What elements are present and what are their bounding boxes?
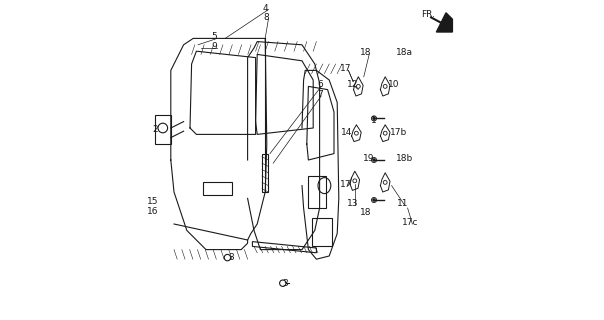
Text: 3: 3 <box>283 279 288 288</box>
Polygon shape <box>437 13 452 32</box>
Text: 18a: 18a <box>396 48 413 57</box>
Text: 5: 5 <box>211 32 217 41</box>
Text: 2: 2 <box>152 125 158 134</box>
Text: 4: 4 <box>263 4 269 12</box>
Bar <box>312 218 332 246</box>
Text: 9: 9 <box>211 42 217 51</box>
Circle shape <box>373 117 375 120</box>
Text: 3: 3 <box>228 253 234 262</box>
Text: 17b: 17b <box>390 128 407 137</box>
Text: 19: 19 <box>363 154 374 163</box>
Bar <box>203 182 231 195</box>
Text: FR.: FR. <box>422 10 435 19</box>
Text: 17: 17 <box>341 64 352 73</box>
Circle shape <box>373 199 375 201</box>
Circle shape <box>371 116 376 121</box>
Bar <box>309 176 326 208</box>
Text: 11: 11 <box>397 199 409 208</box>
Circle shape <box>371 157 376 163</box>
Text: 8: 8 <box>263 13 269 22</box>
Text: 18: 18 <box>360 48 371 57</box>
Text: 17: 17 <box>340 180 352 188</box>
Text: 16: 16 <box>147 207 158 216</box>
Circle shape <box>373 159 375 161</box>
Text: 6: 6 <box>318 80 323 89</box>
Bar <box>155 115 171 144</box>
Circle shape <box>371 197 376 203</box>
Text: 15: 15 <box>147 197 158 206</box>
Text: 17c: 17c <box>402 218 419 227</box>
Text: 14: 14 <box>341 128 353 137</box>
Text: 12: 12 <box>347 80 358 89</box>
Text: 18b: 18b <box>396 154 413 163</box>
Text: 10: 10 <box>388 80 400 89</box>
Text: 1: 1 <box>371 116 376 124</box>
Text: 18: 18 <box>360 208 371 217</box>
Text: 7: 7 <box>318 90 323 99</box>
Text: 13: 13 <box>347 199 358 208</box>
